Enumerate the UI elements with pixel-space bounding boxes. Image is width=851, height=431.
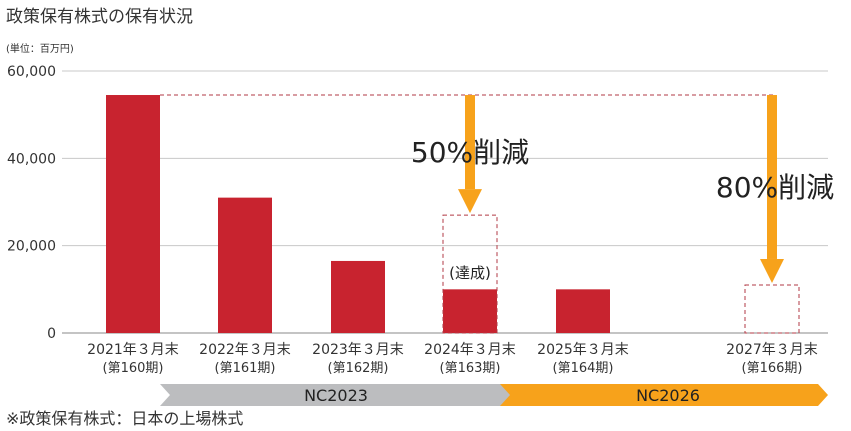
unit-label: (単位：百万円) [6, 44, 74, 55]
reduction-label: 80%削減 [716, 171, 834, 204]
x-tick-label: 2022年３月末 [199, 342, 291, 358]
bar [443, 289, 497, 333]
x-tick-label: 2021年３月末 [87, 342, 179, 358]
y-tick-label: 0 [47, 326, 56, 342]
phase-arrow-nc2026 [500, 384, 828, 406]
footnote: ※政策保有株式：日本の上場株式 [6, 409, 244, 428]
phase-label: NC2023 [304, 386, 368, 405]
reduction-arrow-head [760, 258, 784, 283]
target-dashed-box [442, 214, 498, 334]
y-tick-label: 40,000 [7, 151, 56, 167]
target-dashed-box [744, 284, 800, 334]
reduction-arrow-shaft [465, 95, 475, 190]
x-tick-label: 2023年３月末 [312, 342, 404, 358]
reduction-arrow-shaft [767, 95, 777, 259]
chart-title: 政策保有株式の保有状況 [6, 7, 193, 27]
bar [556, 289, 610, 333]
x-tick-label: 2024年３月末 [424, 342, 516, 358]
x-tick-sublabel: (第162期) [328, 361, 389, 376]
x-tick-sublabel: (第164期) [553, 361, 614, 376]
reduction-arrow-head [458, 189, 482, 214]
phase-arrow-nc2023 [160, 384, 512, 406]
bar [331, 260, 385, 333]
x-tick-label: 2025年３月末 [537, 342, 629, 358]
reduction-label: 50%削減 [411, 136, 529, 169]
bar [218, 197, 272, 333]
y-tick-label: 60,000 [7, 64, 56, 80]
x-tick-sublabel: (第166期) [742, 361, 803, 376]
x-tick-sublabel: (第163期) [440, 361, 501, 376]
phase-label: NC2026 [636, 386, 700, 405]
bar [106, 95, 160, 334]
x-tick-sublabel: (第161期) [215, 361, 276, 376]
achieved-note: (達成) [449, 264, 491, 282]
x-tick-sublabel: (第160期) [103, 361, 164, 376]
y-tick-label: 20,000 [7, 239, 56, 255]
x-tick-label: 2027年３月末 [726, 342, 818, 358]
